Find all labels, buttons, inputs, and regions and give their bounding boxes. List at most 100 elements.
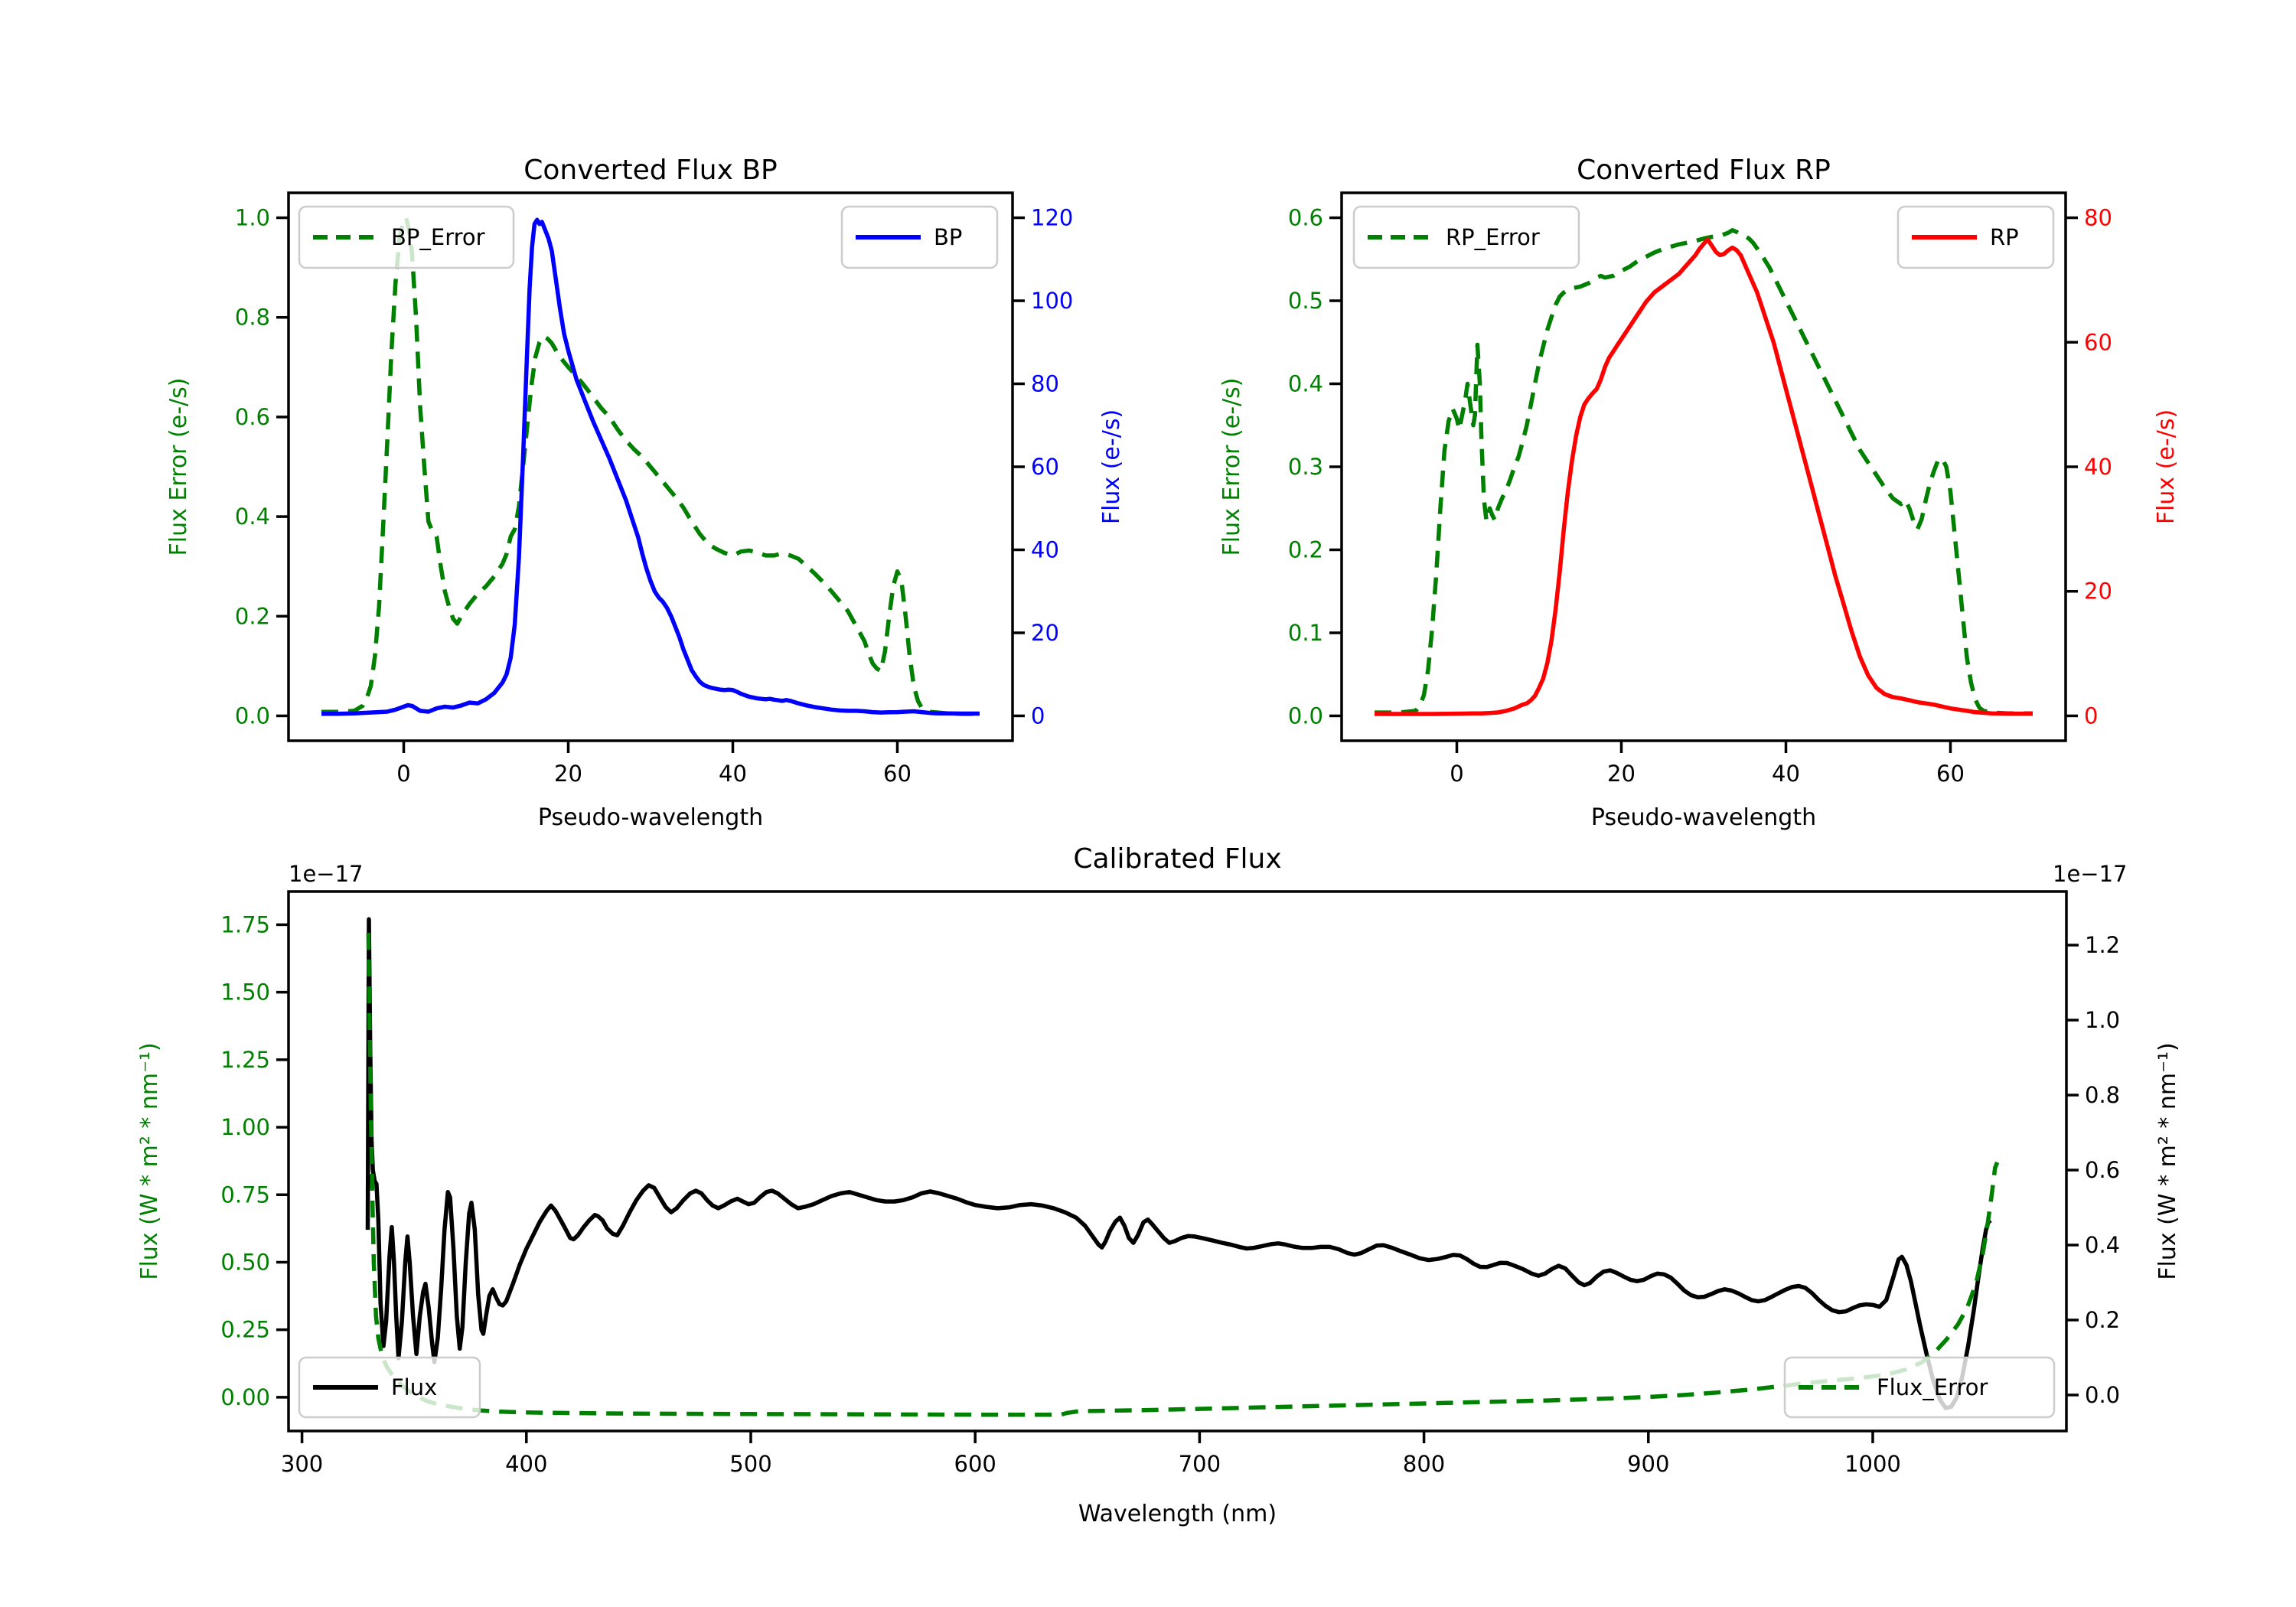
bp-right-y-axis-label: Flux (e-/s): [1098, 409, 1125, 524]
x-tick-label: 400: [505, 1451, 547, 1477]
bp-x-axis-label: Pseudo-wavelength: [538, 804, 763, 831]
right-tick-label: 0.4: [2085, 1232, 2120, 1258]
x-tick-label: 800: [1403, 1451, 1445, 1477]
right-tick-label: 1.2: [2085, 932, 2120, 958]
series-bp: [321, 217, 980, 716]
bp-x-axis: 0 20 40 60: [396, 741, 912, 787]
x-tick-label: 0: [1450, 761, 1463, 787]
right-tick-label: 120: [1031, 205, 1073, 231]
x-tick-label: 40: [1772, 761, 1800, 787]
left-tick-label: 0.0: [1288, 702, 1323, 729]
right-tick-label: 40: [1031, 536, 1059, 562]
rp-right-y-axis: 0 20 40 60 80: [2066, 205, 2112, 729]
legend-bp: BP: [840, 205, 999, 269]
x-tick-label: 600: [954, 1451, 996, 1477]
left-tick-label: 0.4: [1288, 371, 1323, 397]
calibrated-left-y-axis: 0.00 0.25 0.50 0.75 1.00 1.25 1.50 1.75: [220, 911, 289, 1410]
rp-x-axis-label: Pseudo-wavelength: [1591, 804, 1816, 831]
right-tick-label: 80: [1031, 371, 1059, 397]
rp-left-y-axis: 0.0 0.1 0.2 0.3 0.4 0.5 0.6: [1288, 205, 1342, 729]
left-tick-label: 0.25: [220, 1317, 270, 1343]
rp-curves: [1375, 228, 2033, 716]
right-tick-label: 0.6: [2085, 1157, 2120, 1183]
right-tick-label: 20: [2084, 579, 2112, 605]
left-tick-label: 0.00: [220, 1384, 270, 1410]
x-tick-label: 1000: [1844, 1451, 1901, 1477]
right-axis-offset-text: 1e−17: [2053, 861, 2128, 887]
bp-curves: [321, 215, 980, 716]
legend-label: Flux_Error: [1877, 1374, 1988, 1400]
right-tick-label: 0: [1031, 702, 1045, 729]
left-tick-label: 1.0: [235, 205, 270, 231]
series-rp_error: [1375, 228, 2033, 715]
legend-rp: RP: [1896, 205, 2055, 269]
series-flux: [365, 917, 1992, 1410]
left-axis-offset-text: 1e−17: [289, 861, 364, 887]
x-tick-label: 700: [1179, 1451, 1221, 1477]
bp-left-y-axis: 0.0 0.2 0.4 0.6 0.8 1.0: [235, 205, 289, 729]
calibrated-axes-frame: [287, 890, 2068, 1433]
calibrated-left-y-axis-label: Flux (W * m² * nm⁻¹): [136, 1042, 163, 1279]
right-tick-label: 0: [2084, 702, 2098, 729]
left-tick-label: 1.75: [220, 911, 270, 937]
left-tick-label: 1.50: [220, 980, 270, 1006]
legend-label: Flux: [391, 1374, 437, 1400]
legend-rp_error: RP_Error: [1352, 205, 1580, 269]
left-tick-label: 0.75: [220, 1182, 270, 1208]
right-tick-label: 80: [2084, 205, 2112, 231]
left-tick-label: 0.6: [235, 404, 270, 430]
right-tick-label: 0.0: [2085, 1382, 2120, 1408]
left-tick-label: 0.5: [1288, 288, 1323, 314]
x-tick-label: 60: [883, 761, 912, 787]
right-tick-label: 60: [1031, 454, 1059, 480]
calibrated-title: Calibrated Flux: [1073, 843, 1281, 875]
series-bp_error: [321, 215, 980, 716]
rp-left-y-axis-label: Flux Error (e-/s): [1218, 378, 1245, 556]
left-tick-label: 1.00: [220, 1114, 270, 1140]
legend-frame: [298, 1356, 481, 1419]
calibrated-x-axis-label: Wavelength (nm): [1078, 1501, 1277, 1527]
calibrated-x-axis: 300 400 500 600 700 800 900 1000: [281, 1431, 1901, 1477]
legend-label: BP_Error: [391, 224, 485, 250]
x-tick-label: 60: [1936, 761, 1965, 787]
legend-frame: [1783, 1356, 2056, 1419]
rp-title: Converted Flux RP: [1577, 155, 1831, 186]
rp-x-axis: 0 20 40 60: [1450, 741, 1965, 787]
legend-frame: [1352, 205, 1580, 269]
left-tick-label: 0.6: [1288, 205, 1323, 231]
bp-left-y-axis-label: Flux Error (e-/s): [165, 378, 192, 556]
legend-flux_error: Flux_Error: [1783, 1356, 2056, 1419]
x-tick-label: 300: [281, 1451, 323, 1477]
left-tick-label: 1.25: [220, 1047, 270, 1073]
subplot-converted-flux-bp: 0 20 40 60 0.0 0.2 0.4 0.6 0.8 1.0 0 20 40 60 80 100 120…: [165, 155, 1125, 831]
left-tick-label: 0.0: [235, 702, 270, 729]
left-tick-label: 0.2: [235, 603, 270, 629]
left-tick-label: 0.4: [235, 504, 270, 530]
right-tick-label: 40: [2084, 454, 2112, 480]
legend-flux: Flux: [298, 1356, 481, 1419]
left-tick-label: 0.1: [1288, 620, 1323, 646]
left-tick-label: 0.50: [220, 1249, 270, 1275]
left-tick-label: 0.8: [235, 305, 270, 331]
rp-right-y-axis-label: Flux (e-/s): [2153, 409, 2180, 524]
x-tick-label: 900: [1627, 1451, 1669, 1477]
right-tick-label: 0.8: [2085, 1082, 2120, 1108]
legend-label: RP_Error: [1446, 224, 1540, 250]
legend-frame: [298, 205, 515, 269]
right-tick-label: 1.0: [2085, 1007, 2120, 1033]
legend-label: BP: [934, 224, 962, 250]
right-tick-label: 0.2: [2085, 1307, 2120, 1333]
calibrated-right-y-axis: 0.0 0.2 0.4 0.6 0.8 1.0 1.2: [2066, 932, 2120, 1408]
x-tick-label: 40: [719, 761, 747, 787]
subplot-converted-flux-rp: 0 20 40 60 0.0 0.1 0.2 0.3 0.4 0.5 0.6 0 20 40 60 80 Con…: [1218, 155, 2180, 831]
x-tick-label: 20: [1607, 761, 1636, 787]
legend-bp_error: BP_Error: [298, 205, 515, 269]
subplot-calibrated-flux: 300 400 500 600 700 800 900 1000 0.00 0.25 0.50 0.7…: [136, 843, 2181, 1527]
right-tick-label: 20: [1031, 620, 1059, 646]
x-tick-label: 0: [396, 761, 410, 787]
right-tick-label: 100: [1031, 288, 1073, 314]
left-tick-label: 0.2: [1288, 536, 1323, 562]
calibrated-right-y-axis-label: Flux (W * m² * nm⁻¹): [2154, 1042, 2181, 1279]
x-tick-label: 500: [729, 1451, 771, 1477]
